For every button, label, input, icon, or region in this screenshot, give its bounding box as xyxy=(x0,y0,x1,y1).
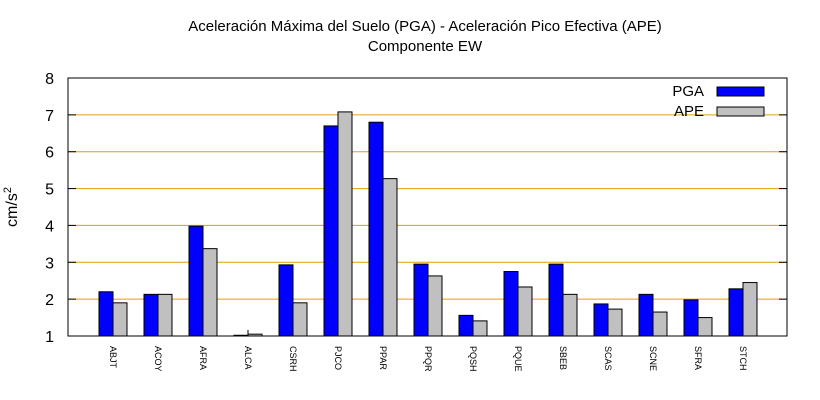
bar-pga-acoy xyxy=(143,293,159,337)
bar-ape-ppqr xyxy=(427,275,443,337)
grid-lines xyxy=(68,114,787,300)
y-tick-label: 1 xyxy=(45,329,54,346)
bar-ape-sfra xyxy=(697,317,713,337)
bar-ape-acoy xyxy=(157,293,173,337)
chart-subtitle: Componente EW xyxy=(368,38,483,55)
bar-ape-stch xyxy=(742,282,758,337)
bar-pga-scas xyxy=(593,303,609,337)
legend-swatch-ape xyxy=(716,106,765,117)
y-axis-label-superscript: 2 xyxy=(2,187,14,193)
bar-pga-stch xyxy=(728,288,744,337)
legend-swatch-pga xyxy=(716,86,765,97)
y-tick-label: 3 xyxy=(45,255,54,272)
x-tick-label: SCAS xyxy=(603,346,613,371)
legend-label-pga: PGA xyxy=(672,83,704,100)
bar-pga-pjco xyxy=(323,125,339,337)
bar-ape-pqsh xyxy=(472,320,488,337)
bar-pga-ppar xyxy=(368,121,384,337)
bar-pga-pqsh xyxy=(458,314,474,337)
x-tick-label: ACOY xyxy=(153,346,163,372)
bar-pga-scne xyxy=(638,293,654,337)
bar-pga-sbeb xyxy=(548,263,564,337)
bar-pga-afra xyxy=(188,225,204,337)
x-tick-label: CSRH xyxy=(288,346,298,372)
bar-pga-ppqr xyxy=(413,263,429,337)
x-tick-label: SCNE xyxy=(648,346,658,371)
x-tick-label: PQUE xyxy=(513,346,523,372)
y-tick-label: 8 xyxy=(45,71,54,88)
x-tick-label: AFRA xyxy=(198,346,208,370)
bar-ape-abjt xyxy=(112,302,128,337)
bar-ape-afra xyxy=(202,248,218,337)
x-tick-label: PQSH xyxy=(468,346,478,372)
y-tick-label: 5 xyxy=(45,182,54,199)
y-axis-label: cm/s2 xyxy=(2,187,21,227)
bar-pga-csrh xyxy=(278,264,294,337)
x-tick-label: PPQR xyxy=(423,346,433,372)
x-axis-labels: ABJT ACOY AFRA ALCA CSRH PJCO PPAR PPQR PQSH PQUE… xyxy=(108,330,748,372)
bar-ape-scne xyxy=(652,311,668,337)
y-tick-label: 7 xyxy=(45,108,54,125)
x-tick-label: PPAR xyxy=(378,346,388,370)
bar-ape-ppar xyxy=(382,178,398,337)
x-tick-label: ABJT xyxy=(108,346,118,369)
bar-ape-csrh xyxy=(292,302,308,337)
chart-title: Aceleración Máxima del Suelo (PGA) - Ace… xyxy=(188,18,662,35)
x-tick-label: SBEB xyxy=(558,346,568,370)
bar-ape-sbeb xyxy=(562,293,578,337)
bar-pga-sfra xyxy=(683,299,699,337)
y-tick-label: 6 xyxy=(45,145,54,162)
bar-pga-abjt xyxy=(98,291,114,337)
x-tick-label: ALCA xyxy=(243,346,253,370)
bar-pga-pque xyxy=(503,271,519,337)
y-tick-label: 4 xyxy=(45,218,54,235)
bar-ape-scas xyxy=(607,308,623,337)
x-tick-label: PJCO xyxy=(333,346,343,370)
bars xyxy=(98,111,758,337)
legend: PGA APE xyxy=(672,83,765,120)
legend-label-ape: APE xyxy=(674,103,704,120)
plot-frame xyxy=(67,77,788,337)
bar-ape-pjco xyxy=(337,111,353,337)
x-tick-label: STCH xyxy=(738,346,748,371)
y-tick-label: 2 xyxy=(45,292,54,309)
x-tick-label: SFRA xyxy=(693,346,703,370)
bar-ape-pque xyxy=(517,286,533,337)
